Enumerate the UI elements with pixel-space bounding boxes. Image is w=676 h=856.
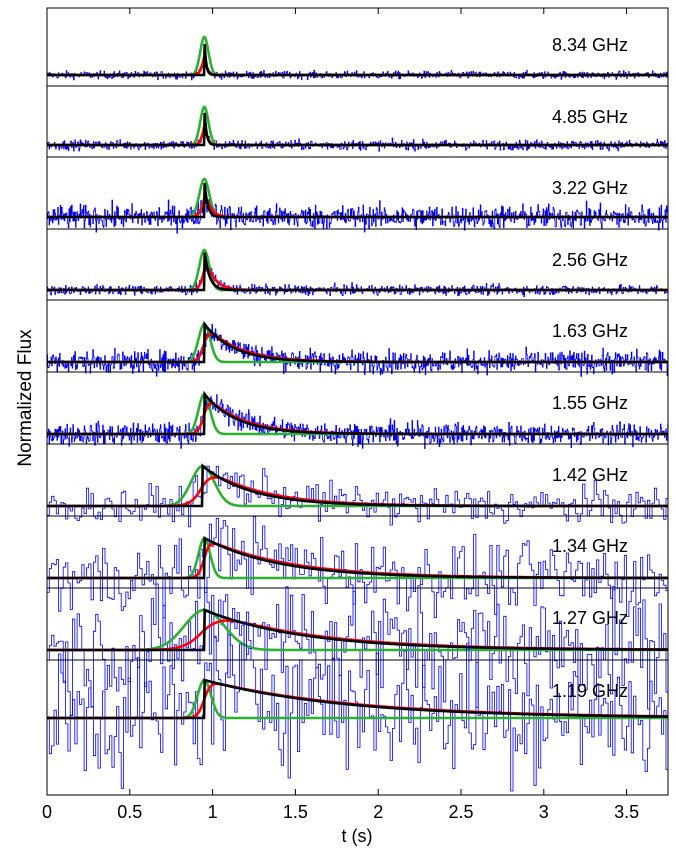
x-tick-label: 0.5	[117, 802, 142, 822]
data-trace	[47, 465, 668, 528]
panel-label: 4.85 GHz	[552, 107, 628, 127]
panel	[47, 583, 668, 716]
model-black-line	[47, 390, 668, 436]
model-black-line	[47, 252, 668, 292]
x-tick-label: 3	[539, 802, 549, 822]
panel-label: 8.34 GHz	[552, 35, 628, 55]
model-black-line	[47, 678, 668, 720]
x-tick-label: 1.5	[283, 802, 308, 822]
data-trace	[47, 57, 669, 81]
x-axis-label: t (s)	[342, 826, 373, 846]
data-trace	[47, 123, 669, 152]
panel-labels: 8.34 GHz 4.85 GHz 3.22 GHz 2.56 GHz 1.63 GHz…	[552, 35, 628, 701]
panel	[47, 248, 669, 297]
panel-label: 2.56 GHz	[552, 250, 628, 270]
model-black-line	[47, 112, 668, 147]
panel-label: 3.22 GHz	[552, 178, 628, 198]
panel-label: 1.27 GHz	[552, 608, 628, 628]
model-black-line	[47, 463, 668, 508]
panel-label: 1.42 GHz	[552, 465, 628, 485]
y-axis-label: Normalized Flux	[15, 329, 36, 467]
panel-label: 1.63 GHz	[552, 321, 628, 341]
x-tick-label: 2	[373, 802, 383, 822]
panel	[47, 35, 669, 81]
x-tick-label: 3.5	[614, 802, 639, 822]
data-trace	[47, 516, 668, 619]
x-axis-ticks: 0 0.5 1 1.5 2 2.5 3 3.5	[42, 8, 639, 822]
panel-label: 1.55 GHz	[552, 393, 628, 413]
x-tick-label: 0	[42, 802, 52, 822]
panel-label: 1.34 GHz	[552, 536, 628, 556]
model-black-line	[47, 320, 668, 364]
panel-label: 1.19 GHz	[552, 681, 628, 701]
model-black-line	[47, 536, 668, 580]
panel	[47, 177, 669, 234]
panel	[47, 516, 668, 619]
model-black-line	[47, 182, 668, 219]
data-trace	[47, 621, 668, 792]
traces-layer	[47, 35, 669, 792]
x-tick-label: 1	[208, 802, 218, 822]
model-black-line	[47, 43, 668, 77]
model-black-line	[47, 608, 668, 652]
x-tick-label: 2.5	[448, 802, 473, 822]
panel	[47, 390, 669, 449]
panel	[47, 621, 668, 792]
panel	[47, 105, 669, 152]
panel	[47, 463, 668, 528]
plot-frame	[46, 7, 669, 796]
